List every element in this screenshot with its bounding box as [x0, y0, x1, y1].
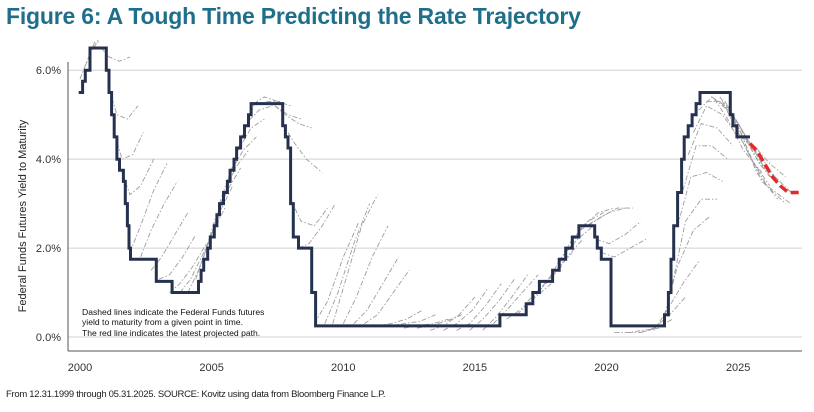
futures-path: [740, 136, 786, 178]
x-tick-label: 2005: [199, 362, 223, 374]
futures-path: [226, 118, 265, 182]
y-axis-label: Federal Funds Futures Yield to Maturity: [17, 119, 29, 312]
annotation-line-1: Dashed lines indicate the Federal Funds …: [82, 307, 265, 317]
futures-path: [601, 238, 647, 258]
annotation-line-3: The red line indicates the latest projec…: [82, 327, 261, 338]
futures-path: [682, 145, 728, 191]
x-tick-label: 2020: [594, 362, 618, 374]
futures-path: [482, 274, 528, 331]
x-tick-label: 2025: [726, 362, 750, 374]
futures-path: [569, 207, 615, 249]
futures-path: [92, 40, 101, 49]
x-tick-labels: 2000 2005 2010 2015 2020 2025: [68, 362, 751, 374]
futures-path: [219, 136, 257, 204]
futures-path: [456, 283, 502, 331]
futures-path: [698, 96, 744, 138]
y-tick-label: 6.0%: [36, 65, 61, 77]
futures-path: [290, 199, 328, 227]
x-tick-label: 2015: [463, 362, 487, 374]
x-tick-label: 2000: [68, 362, 92, 374]
futures-path: [274, 105, 312, 129]
fed-funds-series: [78, 46, 750, 328]
futures-path: [548, 225, 594, 280]
futures-path: [169, 243, 207, 293]
futures-path: [430, 296, 476, 331]
futures-path: [653, 261, 700, 331]
futures-path: [324, 203, 371, 324]
futures-path: [100, 47, 131, 62]
futures-path: [234, 105, 273, 160]
futures-path: [332, 194, 378, 324]
rate-chart: 0.0% 2.0% 4.0% 6.0% 2000 2005 2010 2015 2020 202…: [17, 40, 802, 374]
futures-path: [692, 105, 739, 138]
futures-path: [390, 314, 436, 327]
futures-path: [677, 172, 723, 226]
futures-path: [587, 207, 633, 227]
futures-path: [735, 127, 781, 182]
futures-path: [443, 287, 489, 331]
futures-path: [129, 163, 168, 253]
futures-path: [614, 327, 660, 334]
y-tick-label: 0.0%: [36, 332, 61, 344]
futures-path: [282, 123, 323, 173]
futures-path: [719, 96, 765, 169]
page-title: Figure 6: A Tough Time Predicting the Ra…: [6, 3, 581, 29]
futures-path: [121, 159, 155, 196]
futures-path: [714, 98, 763, 173]
y-tick-label: 2.0%: [36, 243, 61, 255]
futures-path: [158, 234, 197, 280]
futures-path: [140, 181, 178, 258]
futures-path: [353, 256, 399, 325]
source-note: From 12.31.1999 through 05.31.2025. SOUR…: [6, 389, 386, 400]
futures-path: [364, 270, 410, 325]
grid-lines: [68, 69, 802, 338]
latest-projection-series: [748, 142, 799, 195]
futures-path: [342, 225, 389, 324]
futures-path: [640, 296, 686, 334]
y-tick-label: 4.0%: [36, 154, 61, 166]
futures-path: [729, 109, 776, 182]
futures-path: [671, 198, 718, 284]
chart-annotation: Dashed lines indicate the Federal Funds …: [82, 307, 264, 338]
futures-paths: [79, 40, 794, 334]
futures-path: [492, 274, 539, 325]
futures-path: [416, 314, 462, 329]
x-tick-label: 2010: [331, 362, 355, 374]
futures-path: [195, 185, 234, 280]
futures-path: [298, 203, 336, 249]
futures-path: [706, 100, 752, 147]
futures-path: [737, 132, 792, 204]
futures-path: [469, 278, 515, 331]
futures-path: [377, 309, 423, 327]
latest-projection-line: [748, 142, 799, 195]
fed-funds-line: [78, 46, 750, 328]
futures-path: [595, 221, 642, 245]
annotation-line-2: yield to maturity from a given point in …: [82, 317, 243, 328]
futures-path: [313, 221, 360, 324]
futures-path: [113, 132, 144, 160]
y-tick-labels: 0.0% 2.0% 4.0% 6.0%: [36, 65, 61, 344]
futures-path: [527, 252, 573, 302]
